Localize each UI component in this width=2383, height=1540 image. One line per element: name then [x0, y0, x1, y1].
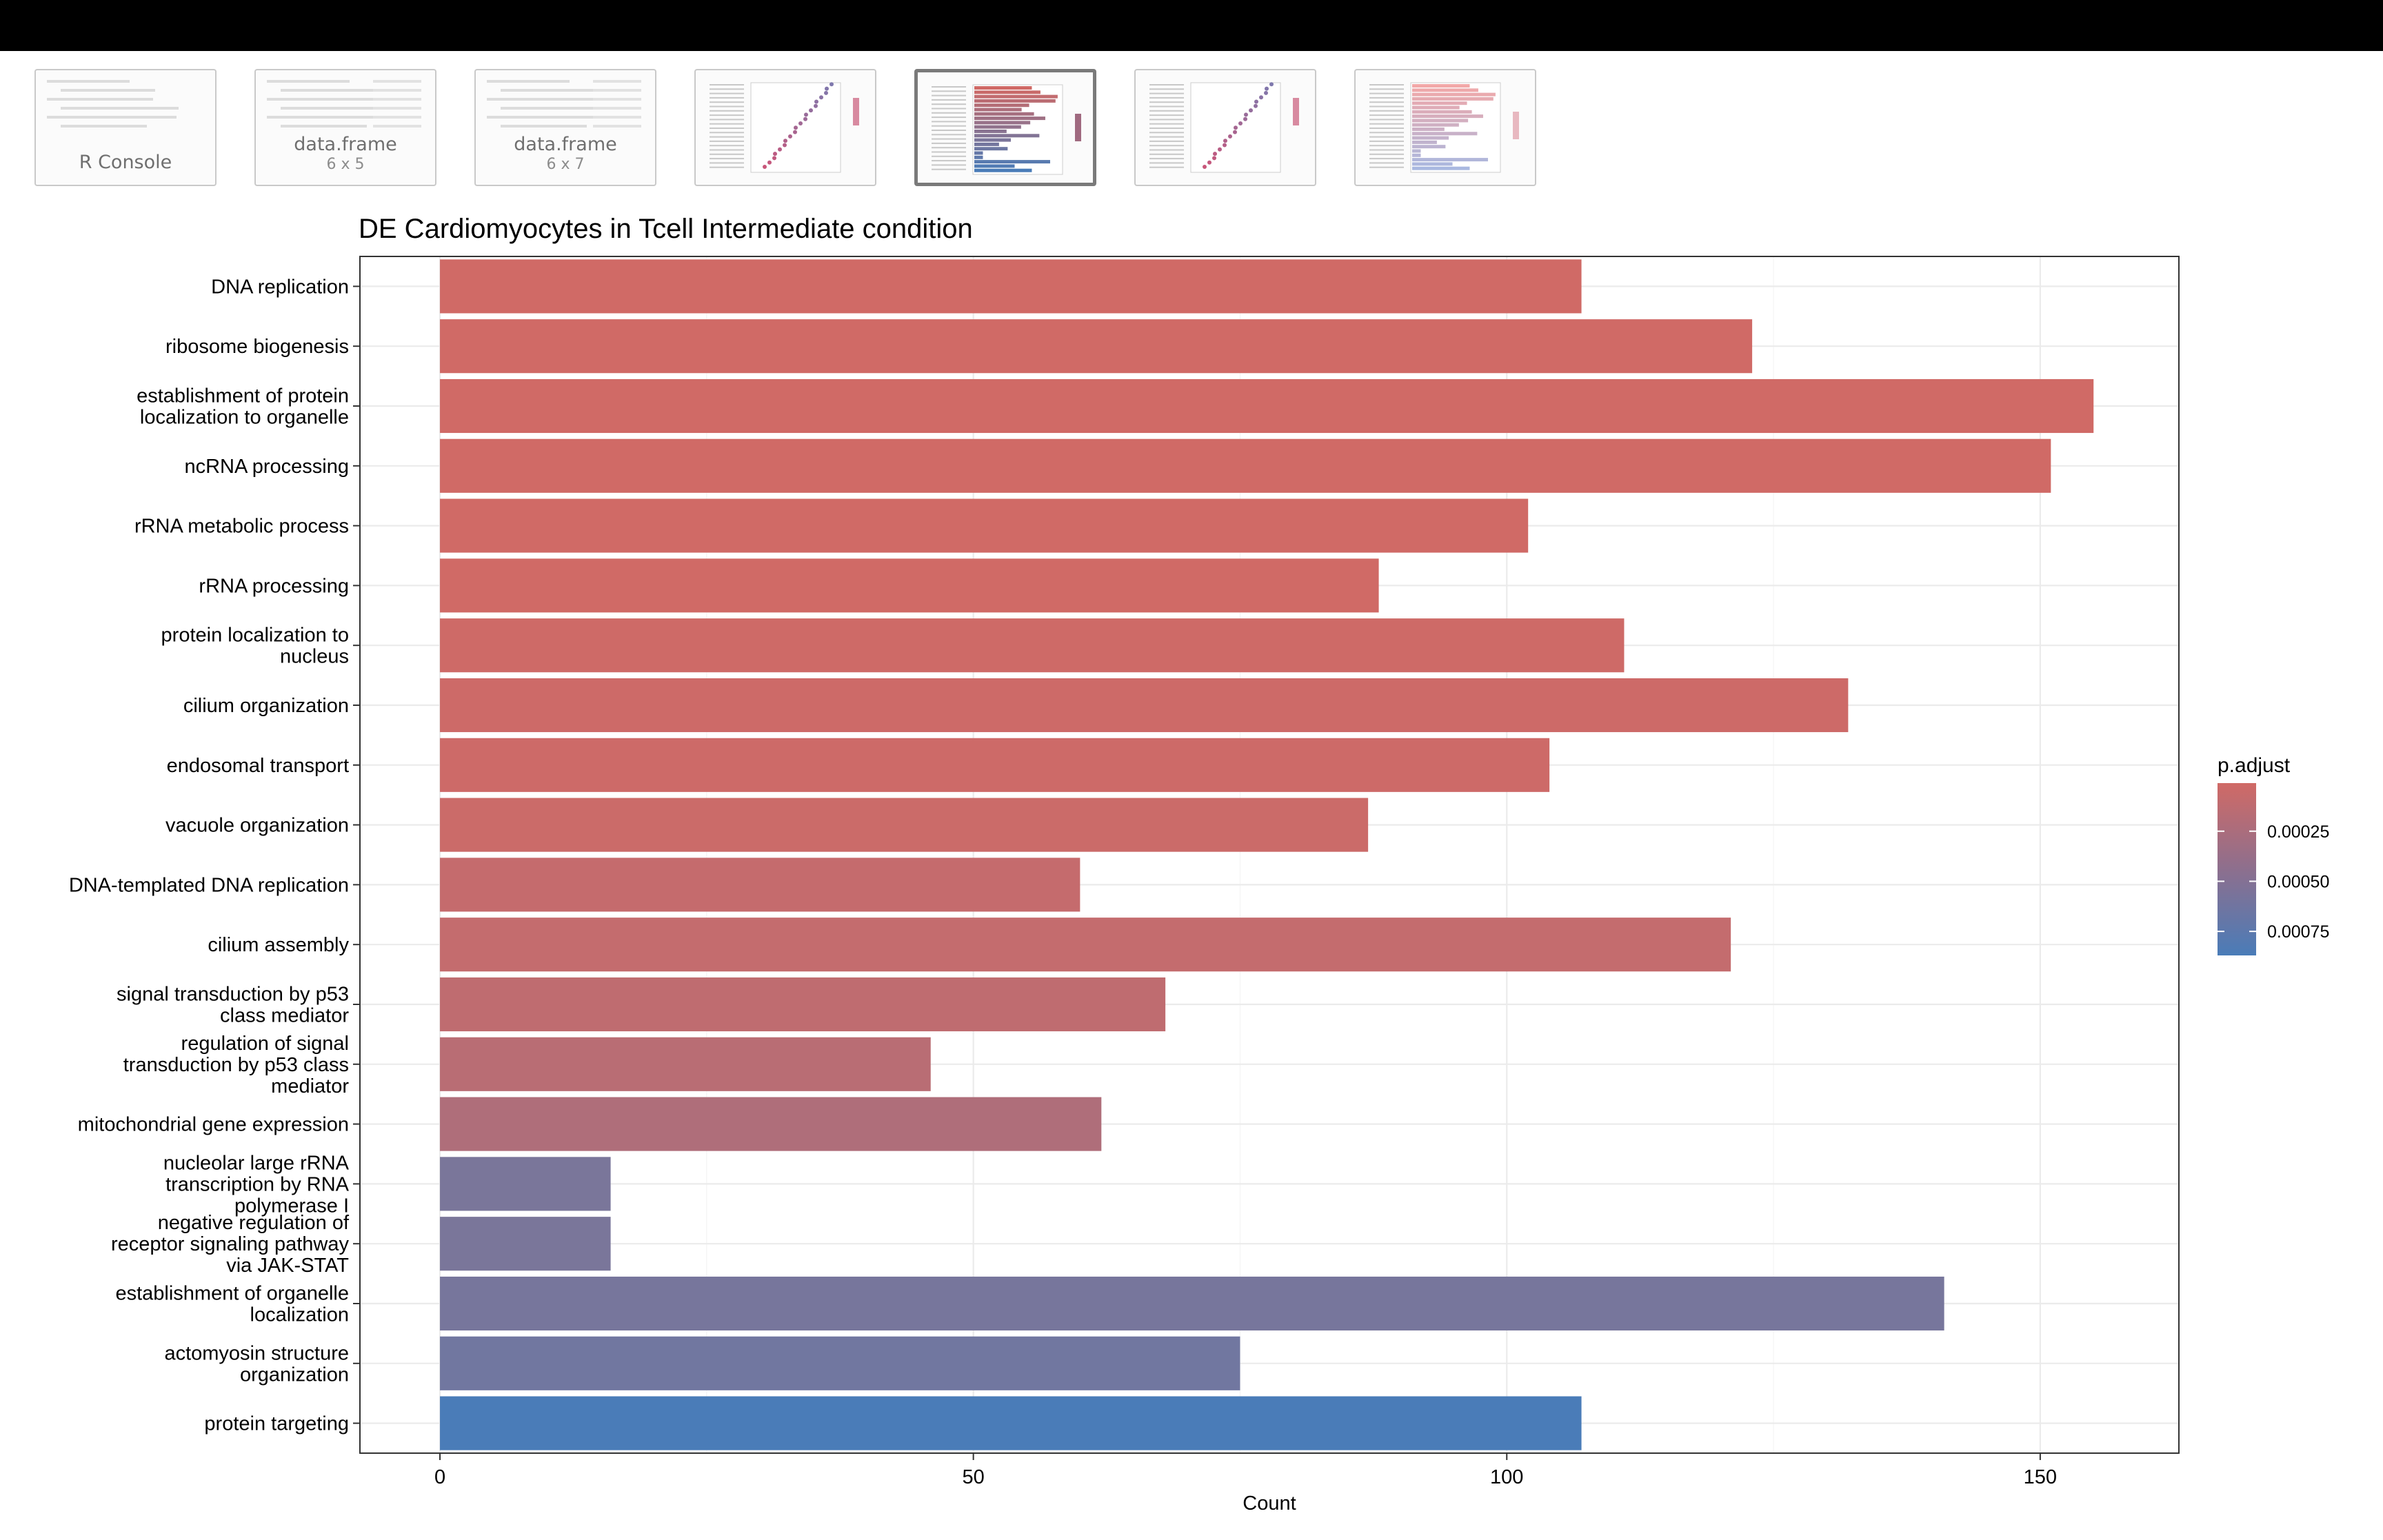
bar	[440, 918, 1731, 972]
y-tick-label: mediator	[271, 1075, 349, 1097]
legend-tick-label: 0.00075	[2267, 922, 2329, 942]
x-axis-title: Count	[1243, 1492, 1296, 1514]
thumbnail-subtitle: 6 x 5	[326, 156, 365, 173]
bar	[440, 1276, 1944, 1331]
bar	[440, 1097, 1102, 1151]
thumbnail-preview	[47, 80, 179, 128]
top-bar	[0, 0, 2383, 51]
y-tick-label: localization to organelle	[140, 407, 349, 429]
y-tick-label: ncRNA processing	[184, 456, 349, 478]
x-tick-label: 50	[963, 1466, 985, 1488]
x-tick-label: 0	[434, 1466, 445, 1488]
bar	[440, 319, 1753, 374]
bar	[440, 858, 1080, 912]
x-tick-label: 100	[1490, 1466, 1523, 1488]
bar	[440, 259, 1582, 314]
bar	[440, 438, 2051, 493]
y-tick-label: establishment of organelle	[115, 1283, 349, 1305]
y-tick-label: DNA-templated DNA replication	[69, 874, 349, 896]
y-tick-label: transduction by p53 class	[123, 1054, 349, 1076]
bar	[440, 1037, 931, 1091]
thumbnail-preview	[487, 80, 641, 128]
bar	[440, 498, 1529, 553]
bar	[440, 1336, 1240, 1390]
y-tick-label: rRNA metabolic process	[134, 516, 349, 538]
y-axis-labels: DNA replication ribosome biogenesis establ…	[69, 276, 360, 1435]
bars-layer	[440, 259, 2094, 1450]
bar	[440, 618, 1625, 673]
legend-tick-label: 0.00050	[2267, 872, 2329, 891]
thumbnail-title: data.frame	[514, 134, 617, 155]
thumbnail-preview	[932, 84, 1081, 175]
y-tick-label: nucleus	[280, 646, 349, 668]
y-tick-label: actomyosin structure	[164, 1342, 349, 1364]
panel-border	[359, 256, 2180, 1454]
thumbnail-title: data.frame	[294, 134, 397, 155]
y-tick-label: localization	[250, 1304, 349, 1326]
y-tick-label: ribosome biogenesis	[165, 336, 349, 358]
y-tick-label: mitochondrial gene expression	[78, 1114, 349, 1136]
thumbnail-preview	[267, 80, 421, 128]
y-tick-label: negative regulation of	[158, 1212, 350, 1234]
plot-thumbnail-2[interactable]: data.frame 6 x 5	[254, 69, 436, 186]
thumbnail-subtitle: 6 x 7	[546, 156, 585, 173]
chart-title: DE Cardiomyocytes in Tcell Intermediate …	[359, 214, 973, 244]
y-tick-label: endosomal transport	[167, 755, 349, 777]
y-tick-label: nucleolar large rRNA	[163, 1152, 350, 1174]
plot-thumbnail-5[interactable]	[914, 69, 1096, 186]
y-tick-label: rRNA processing	[199, 575, 349, 597]
y-tick-label: cilium organization	[183, 695, 349, 717]
legend-colorbar	[2218, 783, 2256, 955]
thumbnail-title: R Console	[79, 152, 172, 173]
y-tick-label: vacuole organization	[165, 815, 349, 837]
bar-chart: DE Cardiomyocytes in Tcell Intermediate …	[69, 214, 2330, 1514]
y-tick-label: organization	[240, 1364, 349, 1386]
thumbnail-preview	[1149, 82, 1299, 173]
grid-layer	[360, 256, 2179, 1453]
bar	[440, 678, 1849, 733]
bar	[440, 977, 1166, 1032]
y-tick-label: transcription by RNA	[165, 1173, 350, 1195]
bar	[440, 1217, 611, 1271]
y-tick-label: cilium assembly	[208, 934, 349, 956]
bar	[440, 738, 1550, 792]
plot-thumbnail-4[interactable]	[694, 69, 876, 186]
plot-thumbnail-7[interactable]	[1354, 69, 1536, 186]
y-tick-label: polymerase I	[234, 1195, 349, 1217]
thumbnail-preview	[710, 82, 859, 173]
bar	[440, 378, 2094, 434]
y-tick-label: class mediator	[220, 1005, 349, 1027]
y-tick-label: DNA replication	[211, 276, 349, 298]
thumbnail-preview	[1369, 82, 1519, 173]
plot-history-strip: R Console data.frame 6 x 5 data.frame 6 x 7	[0, 69, 2383, 190]
x-tick-label: 150	[2024, 1466, 2057, 1488]
legend-title: p.adjust	[2218, 754, 2291, 777]
y-tick-label: signal transduction by p53	[117, 984, 349, 1006]
y-tick-label: regulation of signal	[181, 1033, 349, 1055]
plot-thumbnail-3[interactable]: data.frame 6 x 7	[474, 69, 656, 186]
plot-thumbnail-1[interactable]: R Console	[34, 69, 217, 186]
y-tick-label: via JAK-STAT	[226, 1255, 349, 1277]
bar	[440, 1157, 611, 1211]
bar	[440, 1396, 1582, 1450]
legend: p.adjust 0.00025 0.00050 0.00075	[2218, 754, 2329, 955]
x-axis: 0 50 100 150	[434, 1453, 2057, 1488]
legend-tick-label: 0.00025	[2267, 822, 2329, 842]
y-tick-label: protein targeting	[204, 1413, 349, 1435]
plot-thumbnail-6[interactable]	[1134, 69, 1316, 186]
y-tick-label: protein localization to	[161, 625, 349, 647]
y-tick-label: establishment of protein	[137, 385, 349, 407]
y-tick-label: receptor signaling pathway	[111, 1233, 349, 1255]
bar	[440, 798, 1369, 852]
bar	[440, 558, 1379, 613]
